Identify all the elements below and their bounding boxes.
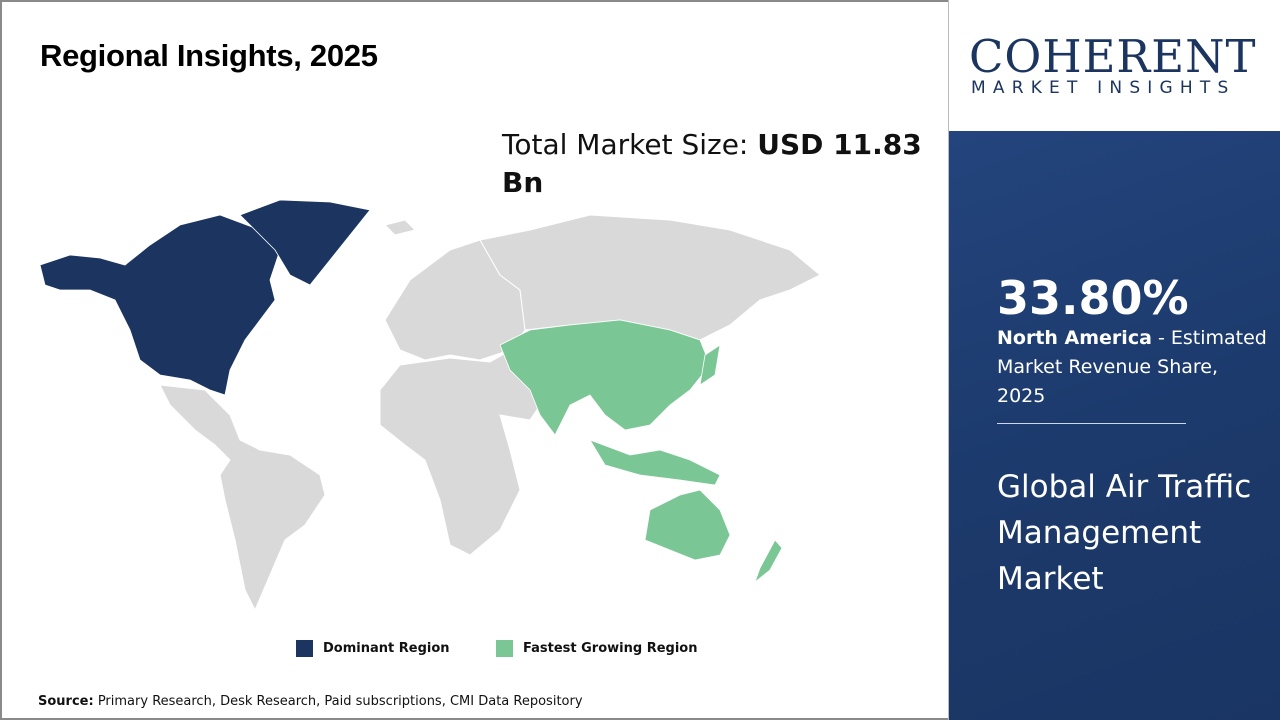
world-map (39, 199, 821, 612)
region-north-america (39, 214, 281, 396)
legend-swatch-fastest (496, 640, 513, 657)
region-iceland (384, 219, 416, 236)
market-name: Global Air Traffic Management Market (997, 469, 1252, 597)
region-australia (644, 489, 731, 561)
legend-item-dominant: Dominant Region (296, 640, 450, 657)
legend-item-fastest: Fastest Growing Region (496, 640, 697, 657)
source-note: Source: Primary Research, Desk Research,… (38, 694, 583, 709)
legend-swatch-dominant (296, 640, 313, 657)
region-russia (479, 214, 821, 341)
region-southeast-asia-islands (589, 439, 721, 486)
legend-label-dominant: Dominant Region (323, 641, 450, 656)
share-text: - Estimated Market Revenue Share, 2025 (997, 327, 1267, 407)
info-sidebar: COHERENT MARKET INSIGHTS 33.80% North Am… (948, 0, 1280, 720)
source-label: Source: (38, 694, 94, 709)
share-percent: 33.80% (997, 271, 1189, 325)
logo-line1: COHERENT (969, 30, 1257, 83)
total-market-size: Total Market Size: USD 11.83 Bn (502, 126, 922, 202)
region-new-zealand (754, 539, 783, 584)
region-latin-america (159, 384, 326, 612)
market-size-value: USD 11.83 Bn (502, 128, 922, 199)
legend-label-fastest: Fastest Growing Region (523, 641, 698, 656)
highlight-panel: 33.80% North America - Estimated Market … (949, 131, 1280, 720)
divider (997, 423, 1186, 424)
region-japan (699, 344, 721, 386)
logo-line2: MARKET INSIGHTS (971, 78, 1236, 98)
source-text: Primary Research, Desk Research, Paid su… (93, 694, 583, 709)
share-description: North America - Estimated Market Revenue… (997, 324, 1272, 411)
region-greenland (239, 199, 371, 286)
page-title: Regional Insights, 2025 (40, 38, 378, 73)
share-region: North America (997, 327, 1152, 349)
region-asia (499, 319, 711, 436)
coherent-logo: COHERENT MARKET INSIGHTS (949, 0, 1280, 131)
market-size-label: Total Market Size: (502, 128, 758, 161)
